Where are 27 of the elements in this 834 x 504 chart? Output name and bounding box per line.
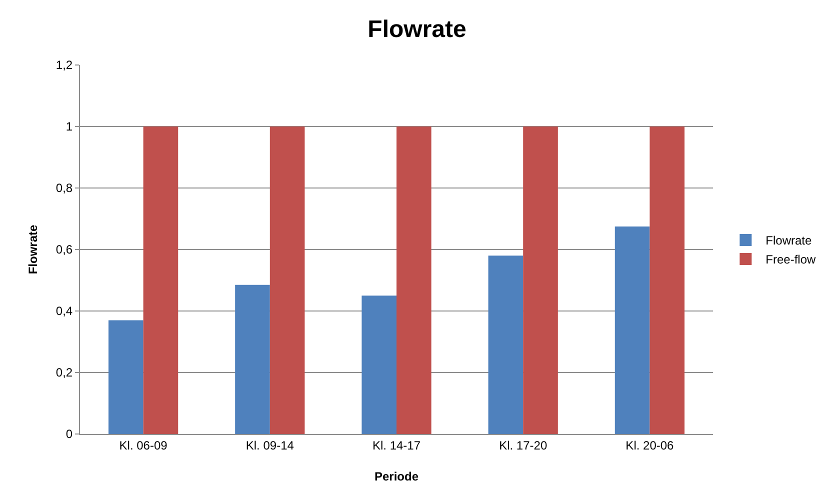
x-tick-label: Kl. 06-09	[119, 438, 168, 452]
y-tick-label: 0,2	[56, 366, 73, 380]
x-tick-label: Kl. 14-17	[372, 438, 421, 452]
x-tick-label: Kl. 17-20	[499, 438, 548, 452]
y-axis-title: Flowrate	[26, 224, 40, 274]
x-axis-title: Periode	[374, 469, 419, 484]
bar	[143, 126, 178, 434]
bar	[270, 126, 305, 434]
bar	[650, 126, 685, 434]
chart-title: Flowrate	[368, 16, 466, 43]
legend-label: Free-flow	[766, 252, 816, 267]
bar	[108, 320, 144, 434]
bar	[614, 226, 650, 434]
x-tick-label: Kl. 20-06	[626, 438, 674, 452]
y-tick-label: 1,2	[56, 58, 73, 72]
y-tick-label: 1	[66, 120, 73, 134]
legend-label: Flowrate	[766, 234, 812, 248]
x-tick-label: Kl. 09-14	[246, 438, 294, 452]
y-tick-label: 0,8	[56, 181, 73, 196]
y-tick-label: 0,6	[56, 242, 73, 257]
bar	[235, 284, 270, 434]
bar	[488, 256, 524, 434]
bar	[523, 126, 558, 434]
y-tick-label: 0,4	[56, 304, 73, 318]
y-tick-label: 0	[66, 427, 73, 442]
bar	[396, 126, 432, 434]
bar	[362, 296, 396, 434]
